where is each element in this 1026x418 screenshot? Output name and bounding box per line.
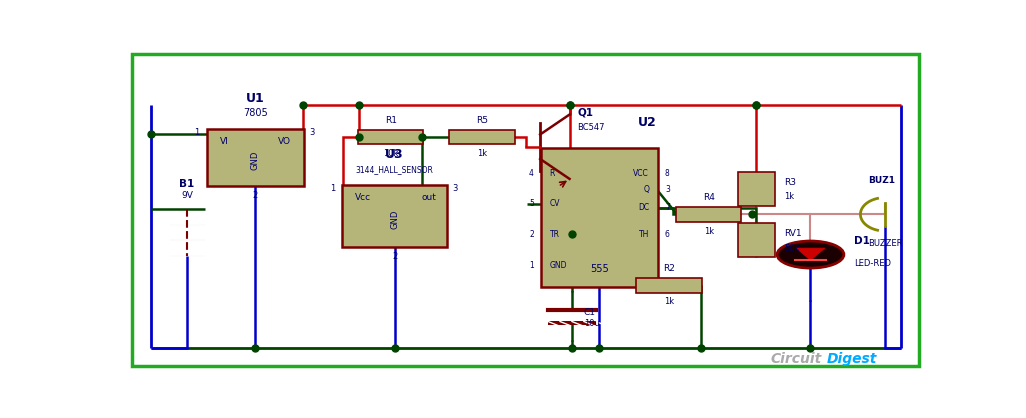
Text: 3: 3 [310,128,315,137]
Text: GND: GND [550,262,567,270]
FancyBboxPatch shape [738,223,775,257]
Text: 2: 2 [252,191,259,200]
Text: BC547: BC547 [578,123,605,132]
Text: 2: 2 [529,229,534,239]
Text: 1k: 1k [704,227,714,235]
Text: R5: R5 [476,116,488,125]
Text: 8: 8 [665,169,670,178]
Polygon shape [796,248,825,260]
Text: 3: 3 [665,185,670,194]
Text: Q1: Q1 [578,108,593,118]
Text: R2: R2 [663,264,675,273]
Text: 7: 7 [665,203,670,212]
Text: TH: TH [639,229,649,239]
Text: R4: R4 [703,193,715,202]
Text: out: out [422,194,437,202]
Text: 1: 1 [529,262,534,270]
Text: VCC: VCC [633,169,649,178]
Text: C1: C1 [584,308,596,317]
Text: BUZZER: BUZZER [868,239,903,248]
Text: DC: DC [638,203,649,212]
Text: 4: 4 [528,169,534,178]
Text: R3: R3 [784,178,796,186]
FancyBboxPatch shape [738,171,775,206]
Text: Circuit: Circuit [771,352,822,366]
FancyBboxPatch shape [676,207,742,222]
Text: 10u: 10u [584,319,600,328]
Text: 3144_HALL_SENSOR: 3144_HALL_SENSOR [356,165,434,174]
Text: BUZ1: BUZ1 [868,176,895,185]
Text: 2: 2 [392,252,397,261]
Text: CV: CV [550,199,560,208]
Text: 7805: 7805 [243,108,268,118]
Text: GND: GND [251,151,260,170]
Text: U3: U3 [386,148,404,161]
Text: 5: 5 [528,199,534,208]
Text: 6: 6 [665,229,670,239]
Text: GND: GND [390,209,399,229]
Text: VI: VI [220,137,229,146]
Text: R1: R1 [385,116,397,125]
Text: 10k: 10k [383,149,398,158]
Text: 1k: 1k [664,297,674,306]
Text: 3: 3 [452,184,458,193]
Circle shape [777,241,843,268]
Text: 555: 555 [590,264,608,274]
Text: 1: 1 [195,128,200,137]
Text: 50k: 50k [784,244,799,252]
Text: 8: 8 [567,102,571,111]
Text: RV1: RV1 [784,229,802,238]
Text: Q: Q [643,185,649,194]
Text: 9V: 9V [182,191,193,200]
FancyBboxPatch shape [132,54,919,366]
Text: 1k: 1k [784,192,794,201]
Text: U2: U2 [638,116,657,129]
Text: R: R [550,169,555,178]
Text: TR: TR [550,229,559,239]
FancyBboxPatch shape [548,321,596,325]
Text: 1k: 1k [477,149,487,158]
Text: LED-RED: LED-RED [855,259,892,268]
FancyBboxPatch shape [541,148,658,287]
Text: 1: 1 [329,184,334,193]
Text: D1: D1 [855,237,870,247]
Text: Vcc: Vcc [355,194,371,202]
Text: VO: VO [278,137,291,146]
FancyBboxPatch shape [207,129,304,186]
FancyBboxPatch shape [636,278,702,293]
Text: B1: B1 [180,178,195,189]
Text: Digest: Digest [826,352,877,366]
Text: U1: U1 [246,92,265,105]
FancyBboxPatch shape [342,185,447,247]
FancyBboxPatch shape [449,130,515,145]
FancyBboxPatch shape [358,130,424,145]
